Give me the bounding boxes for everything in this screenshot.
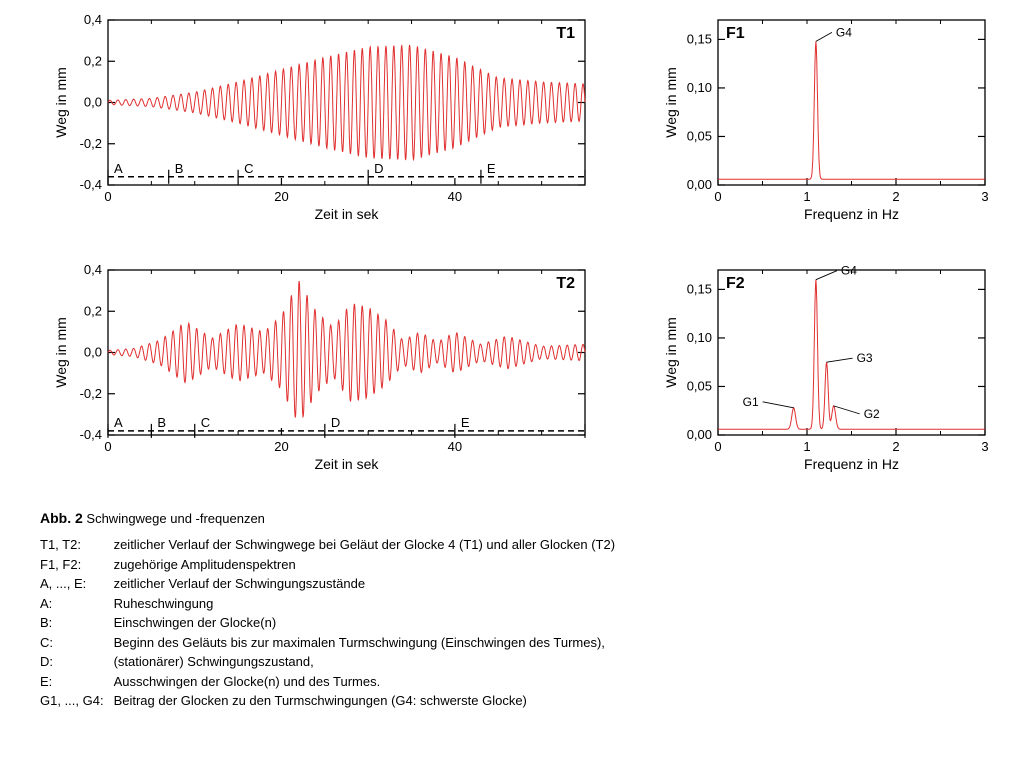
svg-text:0,05: 0,05 bbox=[687, 128, 712, 143]
svg-text:G2: G2 bbox=[864, 407, 880, 421]
caption-legend-text: zeitlicher Verlauf der Schwingungszustän… bbox=[114, 574, 625, 594]
svg-text:Weg in mm: Weg in mm bbox=[53, 67, 69, 138]
svg-text:0,10: 0,10 bbox=[687, 330, 712, 345]
chart-t2: 0 20 40 -0,4 -0,2 0,0 0,2 0,4 Zeit in sek Weg in … bbox=[40, 260, 610, 490]
svg-text:0,15: 0,15 bbox=[687, 281, 712, 296]
svg-text:B: B bbox=[175, 161, 184, 176]
caption-legend-key: F1, F2: bbox=[40, 555, 114, 575]
svg-text:0,10: 0,10 bbox=[687, 80, 712, 95]
chart-f2: 0 1 2 3 0,00 0,05 0,10 0,15 Frequenz in Hz Weg in… bbox=[650, 260, 1010, 490]
caption-legend-text: zeitlicher Verlauf der Schwingwege bei G… bbox=[114, 535, 625, 555]
svg-text:Weg in mm: Weg in mm bbox=[663, 317, 679, 388]
caption-legend-table: T1, T2:zeitlicher Verlauf der Schwingweg… bbox=[40, 535, 625, 711]
caption-legend-text: Beitrag der Glocken zu den Turmschwingun… bbox=[114, 691, 625, 711]
svg-text:T1: T1 bbox=[556, 25, 575, 42]
svg-text:0,0: 0,0 bbox=[84, 95, 102, 110]
svg-text:0,4: 0,4 bbox=[84, 12, 102, 27]
svg-text:0: 0 bbox=[714, 439, 721, 454]
caption-legend-key: D: bbox=[40, 652, 114, 672]
svg-text:Zeit in sek: Zeit in sek bbox=[315, 456, 380, 472]
svg-text:0,0: 0,0 bbox=[84, 345, 102, 360]
svg-text:40: 40 bbox=[448, 189, 462, 204]
caption-legend-text: Ausschwingen der Glocke(n) und des Turme… bbox=[114, 672, 625, 692]
svg-text:1: 1 bbox=[803, 189, 810, 204]
caption-legend-key: B: bbox=[40, 613, 114, 633]
svg-text:-0,2: -0,2 bbox=[80, 136, 102, 151]
figure-page: 02040-0,4-0,20,00,20,4Zeit in sekWeg in … bbox=[0, 0, 1010, 762]
caption-legend-key: G1, ..., G4: bbox=[40, 691, 114, 711]
svg-text:-0,4: -0,4 bbox=[80, 427, 102, 442]
svg-text:2: 2 bbox=[892, 189, 899, 204]
svg-text:A: A bbox=[114, 161, 123, 176]
svg-text:0,00: 0,00 bbox=[687, 427, 712, 442]
svg-text:F2: F2 bbox=[726, 275, 745, 292]
chart-grid: 02040-0,4-0,20,00,20,4Zeit in sekWeg in … bbox=[40, 10, 990, 490]
svg-text:E: E bbox=[461, 415, 470, 430]
svg-text:-0,2: -0,2 bbox=[80, 386, 102, 401]
svg-text:1: 1 bbox=[803, 439, 810, 454]
svg-text:3: 3 bbox=[981, 439, 988, 454]
svg-text:D: D bbox=[374, 161, 383, 176]
caption-legend-key: T1, T2: bbox=[40, 535, 114, 555]
caption-legend-key: E: bbox=[40, 672, 114, 692]
svg-text:F1: F1 bbox=[726, 25, 745, 42]
svg-text:D: D bbox=[331, 415, 340, 430]
chart-t1: 0 20 40 -0,4 -0,2 0,0 0,2 0,4 Zeit in sek Weg in … bbox=[40, 10, 610, 240]
svg-text:C: C bbox=[201, 415, 210, 430]
svg-text:G4: G4 bbox=[841, 264, 857, 278]
svg-text:E: E bbox=[487, 161, 496, 176]
svg-text:Frequenz in Hz: Frequenz in Hz bbox=[804, 206, 899, 222]
caption-legend-text: Einschwingen der Glocke(n) bbox=[114, 613, 625, 633]
svg-text:3: 3 bbox=[981, 189, 988, 204]
svg-text:C: C bbox=[244, 161, 253, 176]
caption-legend-text: zugehörige Amplitudenspektren bbox=[114, 555, 625, 575]
svg-text:G4: G4 bbox=[836, 25, 852, 39]
caption-legend-text: (stationärer) Schwingungszustand, bbox=[114, 652, 625, 672]
svg-text:A: A bbox=[114, 415, 123, 430]
svg-text:-0,4: -0,4 bbox=[80, 177, 102, 192]
svg-text:0,05: 0,05 bbox=[687, 378, 712, 393]
caption-legend-text: Ruheschwingung bbox=[114, 594, 625, 614]
svg-text:Frequenz in Hz: Frequenz in Hz bbox=[804, 456, 899, 472]
caption-legend-text: Beginn des Geläuts bis zur maximalen Tur… bbox=[114, 633, 625, 653]
svg-text:0: 0 bbox=[714, 189, 721, 204]
svg-text:0: 0 bbox=[104, 189, 111, 204]
chart-f1: 0 1 2 3 0,00 0,05 0,10 0,15 Frequenz in Hz Weg in… bbox=[650, 10, 1010, 240]
figure-caption: Abb. 2 Schwingwege und -frequenzen T1, T… bbox=[40, 508, 990, 711]
svg-text:40: 40 bbox=[448, 439, 462, 454]
svg-text:2: 2 bbox=[892, 439, 899, 454]
caption-legend-key: A, ..., E: bbox=[40, 574, 114, 594]
svg-text:20: 20 bbox=[274, 439, 288, 454]
svg-text:Weg in mm: Weg in mm bbox=[53, 317, 69, 388]
svg-text:G3: G3 bbox=[857, 351, 873, 365]
svg-text:G1: G1 bbox=[743, 395, 759, 409]
caption-title-rest: Schwingwege und -frequenzen bbox=[86, 511, 265, 526]
svg-text:0,2: 0,2 bbox=[84, 303, 102, 318]
caption-title-bold: Abb. 2 bbox=[40, 510, 83, 526]
svg-text:T2: T2 bbox=[556, 275, 575, 292]
svg-text:0: 0 bbox=[104, 439, 111, 454]
caption-legend-key: A: bbox=[40, 594, 114, 614]
svg-text:0,2: 0,2 bbox=[84, 53, 102, 68]
svg-text:20: 20 bbox=[274, 189, 288, 204]
svg-text:0,00: 0,00 bbox=[687, 177, 712, 192]
svg-text:B: B bbox=[157, 415, 166, 430]
caption-legend-key: C: bbox=[40, 633, 114, 653]
svg-text:Weg in mm: Weg in mm bbox=[663, 67, 679, 138]
svg-text:0,15: 0,15 bbox=[687, 31, 712, 46]
svg-text:0,4: 0,4 bbox=[84, 262, 102, 277]
svg-text:Zeit in sek: Zeit in sek bbox=[315, 206, 380, 222]
